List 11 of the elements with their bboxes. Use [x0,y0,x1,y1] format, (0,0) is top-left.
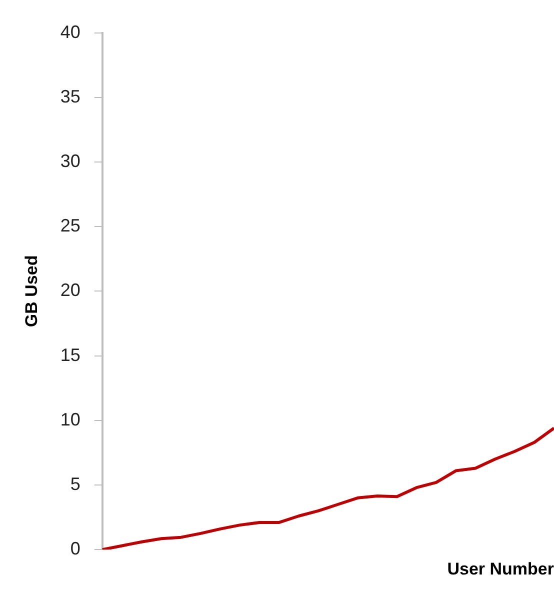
y-tick-label: 40 [60,22,80,42]
y-tick-label: 30 [60,150,80,171]
y-axis-title: GB Used [22,255,41,328]
y-tick-label: 15 [60,344,80,365]
y-tick-label: 35 [60,86,80,106]
y-tick-label: 25 [60,216,80,236]
y-tick-label: 20 [60,280,80,300]
y-tick-label: 0 [70,538,80,559]
x-axis-title: User Number [447,559,554,578]
y-tick-label: 5 [70,474,80,494]
y-tick-label: 10 [60,409,80,430]
